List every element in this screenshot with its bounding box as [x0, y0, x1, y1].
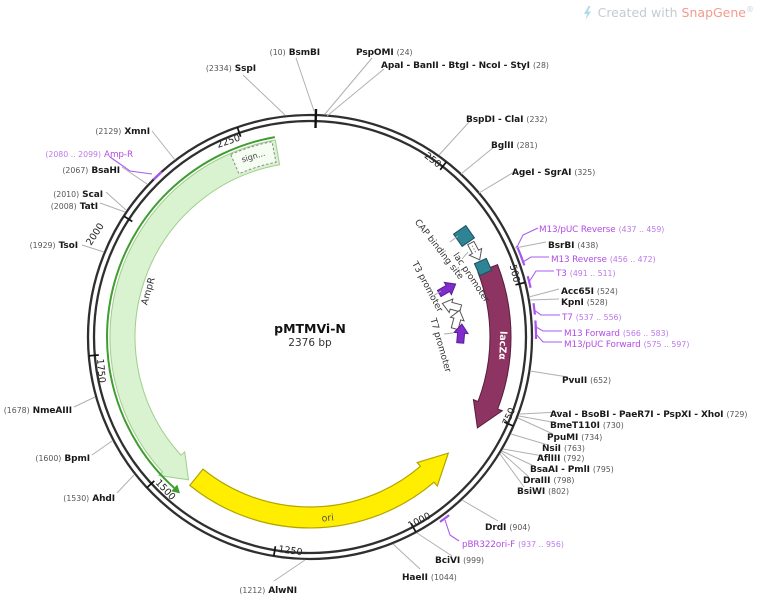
site-avai-group: AvaI - BsoBI - PaeR7I - PspXI - XhoI (729…: [550, 410, 748, 420]
tick-marks: [88, 126, 526, 557]
site-bspdi-clai: BspDI - ClaI (232): [466, 115, 548, 125]
primer-m13-forward: M13 Forward (566 .. 583): [564, 329, 669, 339]
site-kpni: KpnI (528): [561, 298, 608, 308]
cap-binding-site-box-1: [452, 224, 476, 248]
primer-m13puc-reverse: M13/pUC Reverse (437 .. 459): [539, 225, 665, 235]
site-pvuii: PvuII (652): [562, 376, 612, 386]
promoter-labels: CAP binding site lac promoter T3 promote…: [409, 218, 491, 374]
site-ppumi: PpuMI (734): [547, 433, 603, 443]
feature-ampr-edge-arrowhead: [171, 484, 180, 494]
tick-1000: 1000: [406, 511, 433, 532]
primer-arc-t7: [532, 303, 536, 315]
primer-arc-amp-r: [152, 170, 163, 181]
site-bglii: BglII (281): [491, 141, 538, 151]
site-drdi: DrdI (904): [485, 523, 531, 533]
primer-leader-lines: [109, 156, 562, 542]
site-bpmi: (1600) BpmI: [35, 454, 90, 464]
site-bsiwi: BsiWI (802): [517, 487, 570, 497]
site-tsoi: (1929) TsoI: [29, 241, 78, 251]
site-acc65i: Acc65I (524): [561, 287, 618, 297]
feature-ampr-edge-arc: [106, 136, 275, 489]
tick-500: 500: [507, 263, 522, 283]
t3-promoter-label: T3 promoter: [409, 259, 445, 314]
watermark-registered: ®: [746, 5, 754, 14]
site-sspi: (2334) SspI: [205, 64, 256, 74]
watermark-brand: SnapGene: [681, 5, 746, 21]
primer-amp-r: (2080 .. 2099) Amp-R: [45, 150, 133, 160]
site-afliii: AflIII (792): [537, 454, 585, 464]
tick-750: 750: [501, 406, 518, 427]
tick-1750: 1750: [94, 358, 107, 383]
plasmid-size: 2376 bp: [288, 337, 332, 349]
origin-site-tick: [314, 108, 318, 129]
tick-1250: 1250: [278, 544, 303, 558]
feature-ampr-arc: [109, 139, 281, 481]
tick-2000: 2000: [84, 221, 106, 247]
primer-arc-pbr322ori-f: [439, 514, 450, 523]
feature-lacz-arc: [472, 263, 512, 429]
enzyme-leader-lines: [73, 57, 569, 582]
plasmid-title: pMTMVi-N 2376 bp: [245, 321, 375, 349]
site-nsii: NsiI (763): [542, 444, 585, 454]
site-bmet110i: BmeT110I (730): [550, 421, 624, 431]
snapgene-logo-icon: [583, 5, 591, 20]
promoter-label-leaders: [432, 235, 469, 335]
backbone-inner-circle: [92, 119, 528, 555]
primer-pbr322ori-f: pBR322ori-F (937 .. 956): [462, 540, 564, 550]
feature-ori-label: ori: [321, 512, 334, 524]
site-tati: (2008) TatI: [50, 202, 98, 212]
site-xmni: (2129) XmnI: [95, 127, 150, 137]
site-haeii: HaeII (1044): [402, 573, 457, 583]
watermark-text: Created with: [597, 5, 678, 21]
backbone-outer-circle: [86, 113, 534, 561]
site-bsaai-pmli: BsaAI - PmlI (795): [530, 465, 614, 475]
site-nmeaiii: (1678) NmeAIII: [3, 406, 72, 416]
site-bsmbi: (10) BsmBI: [269, 48, 320, 58]
t3-promoter-arrow: [435, 277, 460, 301]
plasmid-name: pMTMVi-N: [274, 321, 346, 336]
site-pspomi: PspOMI (24): [356, 48, 413, 58]
primer-arc-m13-reverse: [520, 256, 526, 266]
site-agei-sgrai: AgeI - SgrAI (325): [512, 168, 596, 178]
site-apai-group: ApaI - BanII - BtgI - NcoI - StyI (28): [381, 61, 549, 71]
site-alwni: (1212) AlwNI: [239, 586, 297, 596]
primer-t3: T3 (491 .. 511): [556, 269, 616, 279]
site-draiii: DraIII (798): [523, 476, 575, 486]
feature-lacz-label: lacZα: [496, 331, 508, 361]
t7-promoter-label: T7 promoter: [427, 316, 452, 374]
site-bcivi: BciVI (999): [435, 556, 485, 566]
primer-t7: T7 (537 .. 556): [562, 313, 622, 323]
feature-signal-box: [230, 141, 277, 175]
snapgene-watermark: Created with SnapGene®: [581, 5, 754, 20]
primer-m13-reverse: M13 Reverse (456 .. 472): [551, 255, 656, 265]
feature-ori-arc: [188, 452, 450, 529]
cap-binding-site-box-2: [473, 257, 493, 277]
lac-promoter-arrow: [464, 239, 487, 264]
site-bsahi: (2067) BsaHI: [62, 166, 120, 176]
site-bsrbi: BsrBI (438): [548, 241, 599, 251]
site-ahdi: (1530) AhdI: [63, 494, 115, 504]
primer-m13puc-forward: M13/pUC Forward (575 .. 597): [564, 340, 690, 350]
site-scai: (2010) ScaI: [53, 190, 103, 200]
